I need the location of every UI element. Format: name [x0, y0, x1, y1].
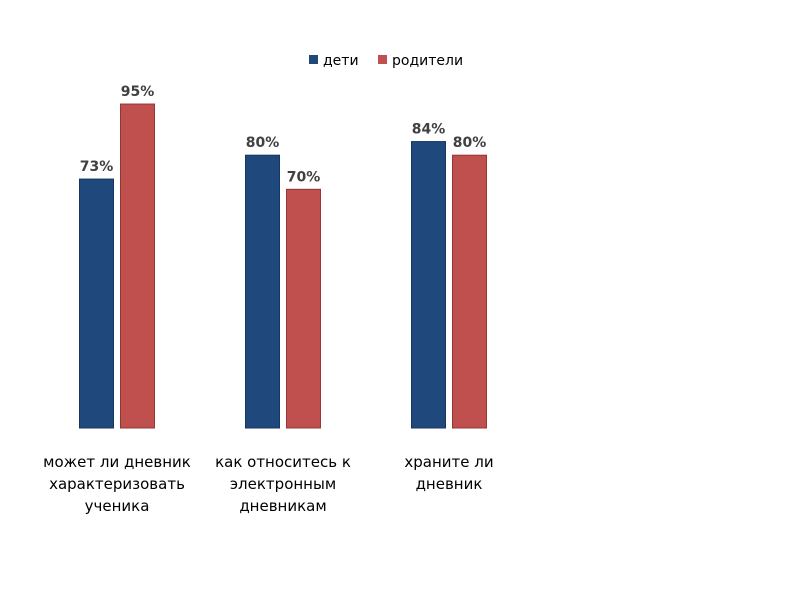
category-labels: может ли дневник характеризовать ученика ка…: [43, 453, 493, 515]
bar-родители-2: [452, 154, 487, 429]
data-label: 80%: [246, 135, 280, 151]
data-labels: 73% 80% 84% 95% 70% 80%: [80, 84, 487, 185]
bar-родители-1: [286, 188, 321, 429]
bar-дети-1: [245, 154, 280, 429]
legend-label: родители: [392, 53, 463, 69]
bar-дети-2: [411, 141, 446, 429]
bar-дети-0: [79, 178, 114, 429]
category-label: дневникам: [239, 497, 326, 515]
category-label: электронным: [230, 475, 336, 493]
category-label: дневник: [416, 475, 483, 493]
legend-swatch-0: [309, 55, 318, 64]
data-label: 73%: [80, 159, 114, 175]
data-label: 80%: [453, 135, 487, 151]
legend-label: дети: [323, 53, 359, 69]
data-label: 95%: [121, 84, 155, 100]
category-label: характеризовать: [49, 475, 185, 493]
data-label: 84%: [412, 122, 446, 138]
data-label: 70%: [287, 169, 321, 185]
category-label: как относитесь к: [215, 453, 351, 471]
category-label: храните ли: [404, 453, 493, 471]
legend-swatch-1: [378, 55, 387, 64]
bar-родители-0: [120, 103, 155, 429]
category-label: ученика: [85, 497, 150, 515]
legend: дети родители: [309, 53, 463, 69]
bars: [79, 103, 487, 429]
category-label: может ли дневник: [43, 453, 191, 471]
